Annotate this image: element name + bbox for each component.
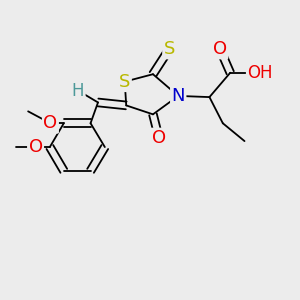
Text: OH: OH — [247, 64, 273, 82]
Text: O: O — [152, 129, 166, 147]
Text: S: S — [119, 73, 130, 91]
Text: O: O — [44, 114, 58, 132]
Text: O: O — [28, 138, 43, 156]
Text: O: O — [213, 40, 227, 58]
Text: S: S — [164, 40, 175, 58]
Text: N: N — [172, 87, 185, 105]
Text: H: H — [72, 82, 84, 100]
